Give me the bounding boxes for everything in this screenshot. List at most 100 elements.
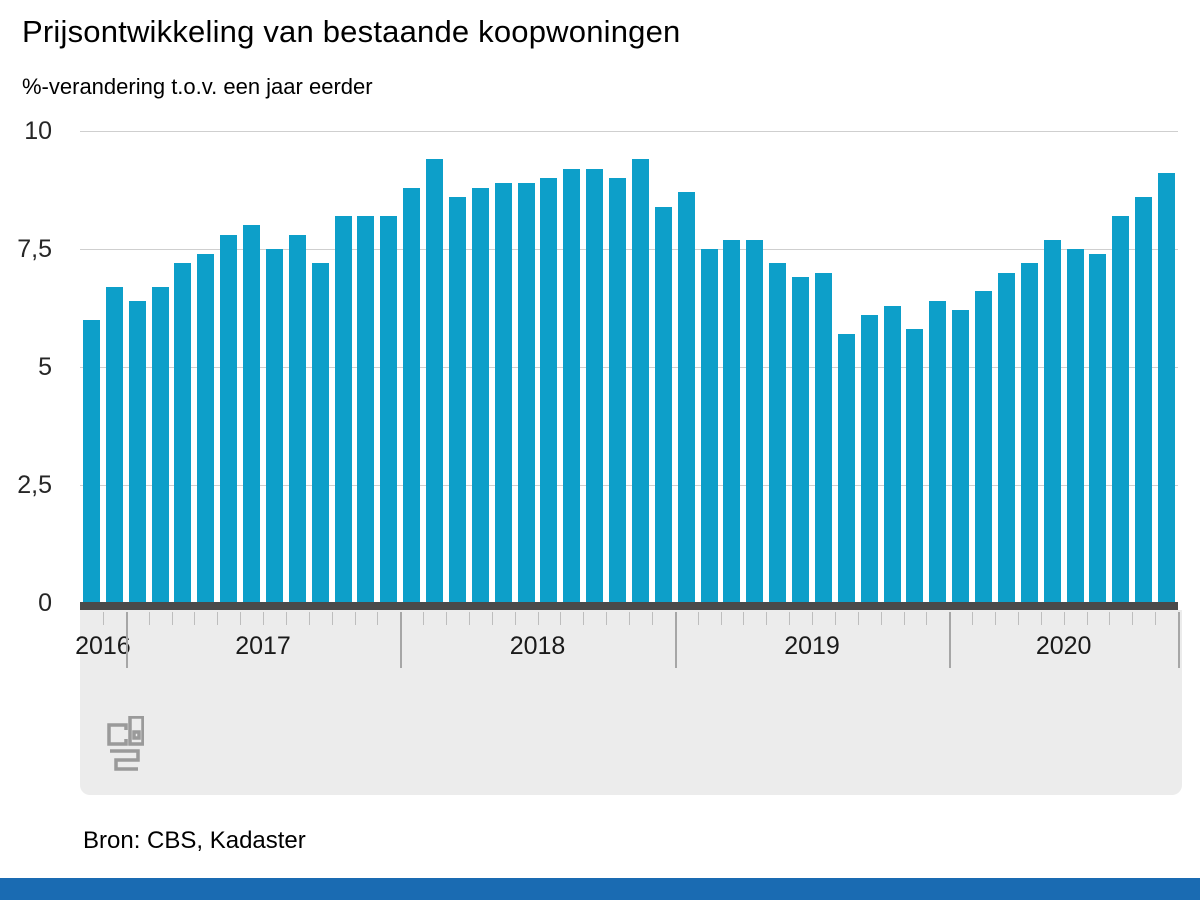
bar-2017-10 [334,215,352,603]
bar-2017-07 [265,249,283,603]
bar-2018-01 [403,187,421,603]
chart-title: Prijsontwikkeling van bestaande koopwoni… [22,14,681,49]
month-tick [102,612,104,625]
bar-2017-08 [288,234,306,603]
gridline-5 [80,367,1178,368]
month-tick [995,612,996,625]
month-tick [651,612,653,625]
bar-2019-02 [700,249,718,603]
bar-2019-11 [906,329,924,603]
bar-2016-11 [82,319,100,603]
x-axis-line [80,602,1178,610]
month-tick [1132,612,1134,625]
bar-2017-09 [311,263,329,603]
bar-2017-12 [380,215,398,603]
month-tick [812,612,813,625]
bar-2019-10 [883,305,901,603]
bar-2020-09 [1135,197,1153,603]
bar-2019-08 [837,333,855,603]
month-tick [331,612,333,625]
month-tick [308,612,310,625]
month-tick [537,612,539,625]
month-tick [377,612,379,625]
bar-2017-06 [243,225,261,603]
bar-2020-07 [1089,253,1107,603]
bar-2020-01 [952,310,970,603]
bar-2018-04 [471,187,489,603]
y-axis-label-5: 5 [38,353,52,381]
bar-2020-05 [1043,239,1061,603]
y-axis-label-2,5: 2,5 [17,471,52,499]
bar-2018-05 [494,182,512,603]
month-tick [560,612,562,625]
month-tick [903,612,905,625]
bar-2019-07 [814,272,832,603]
bar-2018-12 [654,206,672,603]
month-tick [148,612,150,625]
bar-2018-08 [563,168,581,603]
bar-2017-04 [197,253,215,603]
month-tick [606,612,608,625]
gridline-10 [80,131,1178,132]
bar-2020-06 [1066,249,1084,603]
month-tick [926,612,928,625]
month-tick [1040,612,1042,625]
x-axis-year-label-2018: 2018 [509,632,566,660]
month-tick [171,612,173,625]
month-tick [697,612,699,625]
y-axis-label-10: 10 [24,117,52,145]
year-separator-tick [1178,612,1180,668]
y-axis-label-0: 0 [38,589,52,617]
month-tick [1017,612,1019,625]
month-tick [263,612,264,625]
bar-2017-03 [174,263,192,603]
month-tick [743,612,745,625]
month-tick [354,612,356,625]
bar-2020-08 [1112,215,1130,603]
month-tick [972,612,974,625]
month-tick [789,612,791,625]
x-axis-year-label-2016: 2016 [75,632,131,660]
bar-2020-02 [975,291,993,603]
bar-2020-04 [1020,263,1038,603]
year-separator-tick [400,612,403,668]
bar-2019-09 [860,315,878,603]
bar-2020-03 [997,272,1015,603]
cbs-logo-s [110,749,140,771]
month-tick [423,612,425,625]
source-note: Bron: CBS, Kadaster [83,827,306,854]
year-separator-tick [674,612,677,668]
gridline-2.5 [80,485,1178,486]
bar-2018-11 [631,159,649,603]
bar-2017-05 [220,234,238,603]
bar-2018-10 [609,178,627,603]
bar-2019-12 [929,300,947,603]
bar-2017-02 [151,286,169,603]
month-tick [583,612,585,625]
x-axis-year-label-2017: 2017 [235,632,291,660]
month-tick [468,612,470,625]
month-tick [217,612,219,625]
bar-2018-02 [426,159,444,603]
bar-2019-06 [792,277,810,603]
x-axis-year-label-2020: 2020 [1035,632,1092,660]
month-tick [857,612,859,625]
cbs-logo-b [128,716,144,746]
month-tick [834,612,836,625]
year-separator-tick [949,612,952,668]
month-tick [720,612,722,625]
bar-2017-11 [357,215,375,603]
month-tick [285,612,287,625]
y-axis-label-7,5: 7,5 [17,235,52,263]
month-tick [514,612,516,625]
bar-2018-06 [517,182,535,603]
month-tick [1063,612,1065,625]
month-tick [194,612,196,625]
month-tick [240,612,242,625]
cbs-logo-c [107,723,128,746]
bar-2018-07 [540,178,558,603]
bar-2019-04 [746,239,764,603]
month-tick [880,612,882,625]
month-tick [491,612,493,625]
month-tick [1086,612,1088,625]
